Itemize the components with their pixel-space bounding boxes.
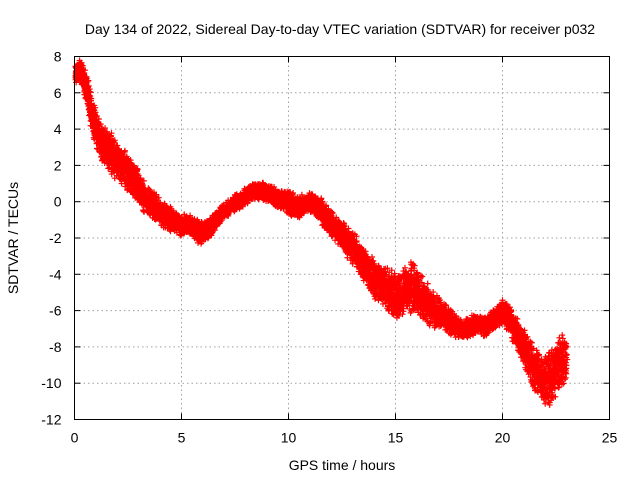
data-point	[87, 89, 94, 96]
data-point	[140, 177, 147, 184]
data-point	[133, 165, 140, 172]
chart-title: Day 134 of 2022, Sidereal Day-to-day VTE…	[85, 21, 595, 37]
data-point	[88, 95, 95, 102]
data-point	[93, 112, 100, 119]
data-point	[97, 121, 104, 128]
data-point	[145, 185, 152, 192]
data-point	[121, 148, 128, 155]
data-point	[82, 67, 89, 74]
data-point	[211, 227, 218, 234]
data-point	[146, 186, 153, 193]
data-points	[72, 57, 571, 408]
data-point	[111, 137, 118, 144]
data-point	[130, 162, 137, 169]
data-point	[85, 77, 92, 84]
data-point	[107, 133, 114, 140]
data-point	[155, 194, 162, 201]
data-point	[102, 125, 109, 132]
data-point	[85, 82, 92, 89]
series-sdtvar-p032	[72, 57, 571, 408]
data-point	[108, 130, 115, 137]
data-point	[208, 232, 215, 239]
